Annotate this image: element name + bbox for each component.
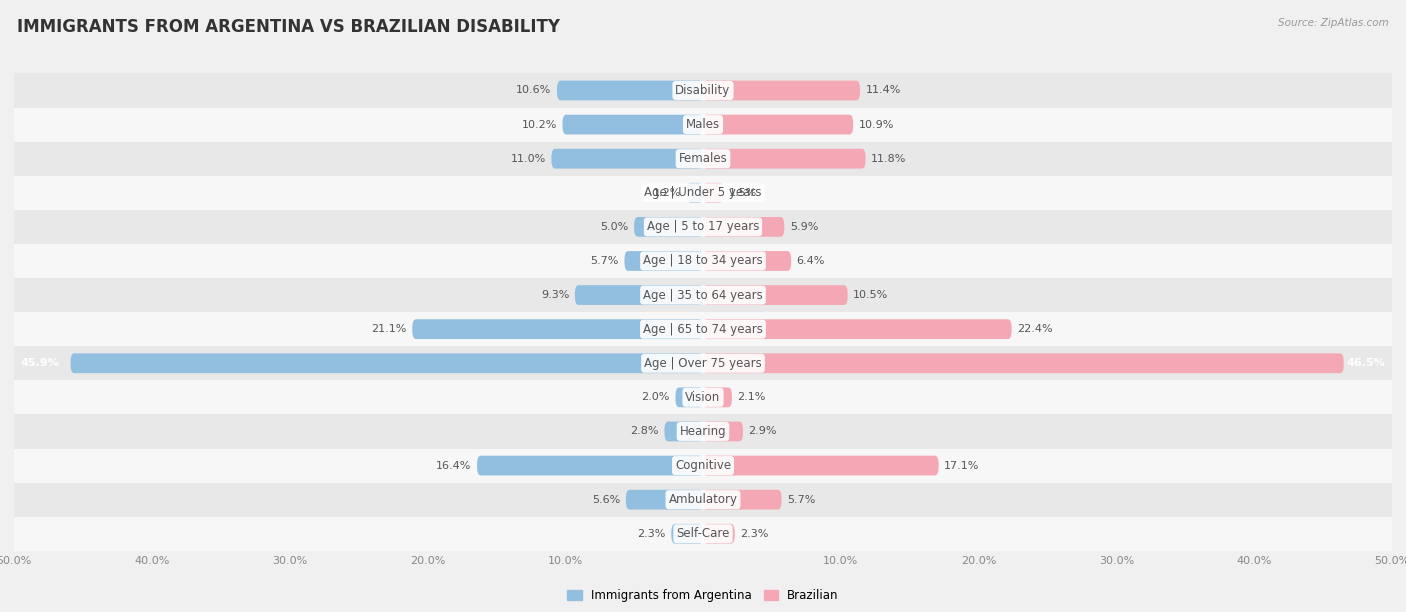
Text: 10.6%: 10.6% — [516, 86, 551, 95]
Text: Source: ZipAtlas.com: Source: ZipAtlas.com — [1278, 18, 1389, 28]
FancyBboxPatch shape — [703, 524, 735, 543]
FancyBboxPatch shape — [703, 149, 866, 168]
Bar — [14, 73, 1392, 108]
Text: 10.5%: 10.5% — [853, 290, 889, 300]
FancyBboxPatch shape — [675, 387, 703, 407]
Text: 2.8%: 2.8% — [630, 427, 659, 436]
Text: 5.7%: 5.7% — [591, 256, 619, 266]
Text: 17.1%: 17.1% — [945, 461, 980, 471]
FancyBboxPatch shape — [703, 353, 1344, 373]
Text: 45.9%: 45.9% — [21, 358, 59, 368]
FancyBboxPatch shape — [703, 285, 848, 305]
Text: 2.0%: 2.0% — [641, 392, 669, 402]
FancyBboxPatch shape — [703, 251, 792, 271]
FancyBboxPatch shape — [703, 456, 939, 476]
Text: 2.9%: 2.9% — [748, 427, 778, 436]
Text: 11.4%: 11.4% — [866, 86, 901, 95]
FancyBboxPatch shape — [703, 490, 782, 510]
Bar — [14, 449, 1392, 483]
FancyBboxPatch shape — [575, 285, 703, 305]
FancyBboxPatch shape — [703, 319, 1012, 339]
Bar — [14, 346, 1392, 380]
Bar — [14, 210, 1392, 244]
Text: 5.9%: 5.9% — [790, 222, 818, 232]
Bar — [14, 380, 1392, 414]
Text: 46.5%: 46.5% — [1347, 358, 1385, 368]
Text: 21.1%: 21.1% — [371, 324, 406, 334]
Text: Hearing: Hearing — [679, 425, 727, 438]
Text: Age | 35 to 64 years: Age | 35 to 64 years — [643, 289, 763, 302]
Text: 2.1%: 2.1% — [738, 392, 766, 402]
Text: Ambulatory: Ambulatory — [668, 493, 738, 506]
Bar — [14, 414, 1392, 449]
FancyBboxPatch shape — [703, 387, 733, 407]
Text: Age | 5 to 17 years: Age | 5 to 17 years — [647, 220, 759, 233]
Bar — [14, 517, 1392, 551]
FancyBboxPatch shape — [671, 524, 703, 543]
FancyBboxPatch shape — [477, 456, 703, 476]
Text: IMMIGRANTS FROM ARGENTINA VS BRAZILIAN DISABILITY: IMMIGRANTS FROM ARGENTINA VS BRAZILIAN D… — [17, 18, 560, 36]
Text: 9.3%: 9.3% — [541, 290, 569, 300]
Text: Vision: Vision — [685, 391, 721, 404]
FancyBboxPatch shape — [665, 422, 703, 441]
Bar — [14, 312, 1392, 346]
FancyBboxPatch shape — [70, 353, 703, 373]
FancyBboxPatch shape — [703, 114, 853, 135]
Text: 5.6%: 5.6% — [592, 494, 620, 505]
FancyBboxPatch shape — [557, 81, 703, 100]
Text: 5.0%: 5.0% — [600, 222, 628, 232]
Bar — [14, 141, 1392, 176]
Bar — [14, 108, 1392, 141]
Text: 6.4%: 6.4% — [797, 256, 825, 266]
Text: Disability: Disability — [675, 84, 731, 97]
Text: 5.7%: 5.7% — [787, 494, 815, 505]
FancyBboxPatch shape — [703, 183, 724, 203]
FancyBboxPatch shape — [562, 114, 703, 135]
Text: 10.9%: 10.9% — [859, 119, 894, 130]
Text: Age | Over 75 years: Age | Over 75 years — [644, 357, 762, 370]
FancyBboxPatch shape — [703, 81, 860, 100]
Text: 1.2%: 1.2% — [652, 188, 681, 198]
Text: Females: Females — [679, 152, 727, 165]
Text: 11.0%: 11.0% — [510, 154, 546, 163]
Text: 10.2%: 10.2% — [522, 119, 557, 130]
Text: 1.5%: 1.5% — [730, 188, 758, 198]
FancyBboxPatch shape — [624, 251, 703, 271]
FancyBboxPatch shape — [703, 217, 785, 237]
Bar — [14, 278, 1392, 312]
Text: Males: Males — [686, 118, 720, 131]
FancyBboxPatch shape — [703, 422, 742, 441]
Text: Age | Under 5 years: Age | Under 5 years — [644, 186, 762, 200]
Text: Self-Care: Self-Care — [676, 528, 730, 540]
Bar — [14, 483, 1392, 517]
FancyBboxPatch shape — [412, 319, 703, 339]
Text: 16.4%: 16.4% — [436, 461, 471, 471]
FancyBboxPatch shape — [634, 217, 703, 237]
Text: 2.3%: 2.3% — [740, 529, 769, 539]
FancyBboxPatch shape — [626, 490, 703, 510]
Text: 22.4%: 22.4% — [1017, 324, 1053, 334]
Bar — [14, 244, 1392, 278]
Text: Cognitive: Cognitive — [675, 459, 731, 472]
Text: 2.3%: 2.3% — [637, 529, 666, 539]
Text: Age | 65 to 74 years: Age | 65 to 74 years — [643, 323, 763, 335]
Legend: Immigrants from Argentina, Brazilian: Immigrants from Argentina, Brazilian — [562, 584, 844, 607]
Bar — [14, 176, 1392, 210]
Text: Age | 18 to 34 years: Age | 18 to 34 years — [643, 255, 763, 267]
FancyBboxPatch shape — [551, 149, 703, 168]
FancyBboxPatch shape — [686, 183, 703, 203]
Text: 11.8%: 11.8% — [872, 154, 907, 163]
